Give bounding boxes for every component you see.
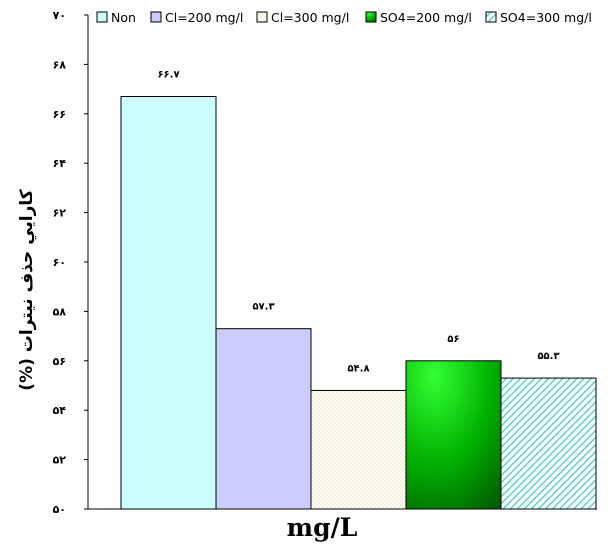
y-tick-label: ۵۴ xyxy=(53,404,67,417)
legend-entry-5: SO4=300 mg/l xyxy=(500,10,592,25)
y-tick-label: ۵۰ xyxy=(53,503,66,516)
legend-swatch xyxy=(150,11,162,23)
y-tick-label: ۶۲ xyxy=(53,207,67,220)
y-axis: ۵۰ ۵۲ ۵۴ ۵۶ ۵۸ ۶۰ ۶۲ ۶۴ ۶۶ ۶۸ ۷۰ xyxy=(53,9,89,516)
legend-entry-2: Cl=200 mg/l xyxy=(165,10,243,25)
data-label-2: ۵۷.۳ xyxy=(252,302,274,313)
y-tick-label: ۵۸ xyxy=(53,305,67,318)
legend-swatch xyxy=(96,11,108,23)
y-tick-label: ۶۶ xyxy=(53,108,66,121)
legend-entry-1: Non xyxy=(111,10,136,25)
bar-2 xyxy=(215,328,312,510)
legend-swatch xyxy=(365,11,377,23)
x-axis-label: mg/L xyxy=(287,513,358,542)
y-tick-label: ۶۰ xyxy=(53,256,66,269)
data-labels: ۶۶.۷ ۵۷.۳ ۵۴.۸ ۵۶ ۵۵.۳ xyxy=(157,70,559,375)
y-axis-label: كارايي حذف نيترات (%) xyxy=(17,189,37,390)
y-tick-label: ۷۰ xyxy=(53,9,66,22)
data-label-4: ۵۶ xyxy=(447,334,459,345)
y-tick-label: ۵۶ xyxy=(53,355,66,368)
y-tick-label: ۶۴ xyxy=(53,157,67,170)
data-label-3: ۵۴.۸ xyxy=(347,363,369,374)
data-label-1: ۶۶.۷ xyxy=(157,70,179,81)
bar-1 xyxy=(120,96,217,510)
bar-3 xyxy=(310,389,407,510)
legend-entry-3: Cl=300 mg/l xyxy=(271,10,349,25)
legend-swatch xyxy=(256,11,268,23)
y-tick-label: ۶۸ xyxy=(53,58,67,71)
legend-swatch xyxy=(485,11,497,23)
bars xyxy=(120,96,597,510)
bar-4 xyxy=(405,360,502,510)
legend: Non Cl=200 mg/l Cl=300 mg/l SO4=200 mg/l SO4… xyxy=(96,10,592,25)
data-label-5: ۵۵.۳ xyxy=(537,351,559,362)
legend-entry-4: SO4=200 mg/l xyxy=(380,10,472,25)
bar-5 xyxy=(500,377,597,510)
y-tick-label: ۵۲ xyxy=(53,454,67,467)
